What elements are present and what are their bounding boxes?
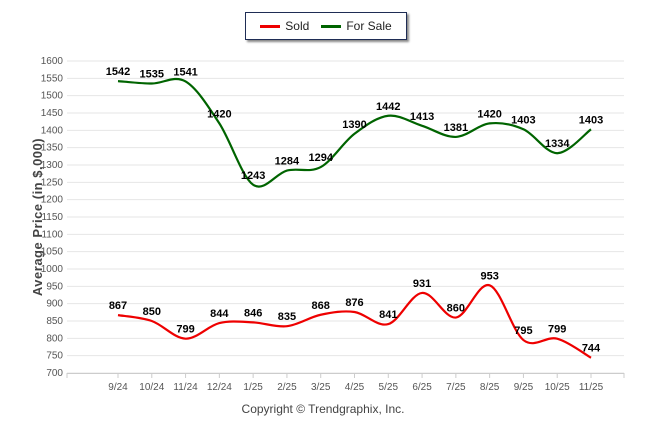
data-label-sold: 744 (582, 343, 601, 355)
y-tick-label: 1350 (41, 143, 64, 154)
data-label-sold: 795 (514, 325, 532, 337)
y-tick-label: 1150 (41, 212, 63, 223)
x-tick-label: 10/25 (545, 382, 570, 393)
y-tick-label: 700 (46, 368, 63, 379)
x-tick-label: 3/25 (311, 382, 331, 393)
data-label-for-sale: 1294 (308, 152, 333, 164)
y-tick-label: 1550 (41, 73, 64, 84)
x-tick-label: 11/25 (579, 382, 604, 393)
data-label-sold: 867 (109, 300, 127, 312)
legend-label-sold: Sold (285, 19, 310, 33)
x-tick-label: 12/24 (207, 382, 232, 393)
data-label-sold: 799 (176, 324, 194, 336)
y-tick-label: 1250 (41, 177, 64, 188)
data-label-for-sale: 1334 (545, 138, 570, 150)
data-label-for-sale: 1413 (410, 111, 434, 123)
x-tick-label: 1/25 (243, 382, 263, 393)
y-tick-label: 1200 (41, 195, 64, 206)
legend-swatch-for-sale (321, 24, 342, 28)
data-label-sold: 931 (413, 278, 431, 290)
y-tick-label: 1100 (41, 229, 63, 240)
y-tick-label: 750 (46, 351, 63, 362)
data-label-sold: 876 (345, 297, 363, 309)
y-tick-label: 950 (46, 281, 63, 292)
data-label-for-sale: 1420 (477, 108, 501, 120)
y-tick-label: 1450 (41, 108, 64, 119)
data-label-sold: 850 (143, 306, 161, 318)
legend-item-for-sale[interactable]: For Sale (321, 19, 392, 33)
data-label-sold: 860 (447, 303, 465, 315)
data-label-for-sale: 1542 (106, 66, 130, 78)
data-label-for-sale: 1390 (342, 119, 366, 131)
y-tick-label: 850 (46, 316, 63, 327)
y-tick-label: 900 (46, 299, 63, 310)
legend-item-sold[interactable]: Sold (260, 19, 309, 33)
x-tick-label: 10/24 (139, 382, 164, 393)
data-label-for-sale: 1403 (579, 114, 603, 126)
data-label-sold: 953 (480, 270, 498, 282)
y-tick-label: 1050 (41, 247, 64, 258)
x-tick-label: 8/25 (480, 382, 500, 393)
x-tick-label: 5/25 (379, 382, 399, 393)
y-tick-label: 1500 (41, 91, 64, 102)
y-tick-label: 1000 (41, 264, 64, 275)
x-tick-label: 9/25 (514, 382, 534, 393)
data-label-for-sale: 1535 (140, 69, 164, 81)
data-label-sold: 799 (548, 324, 566, 336)
x-tick-label: 9/24 (108, 382, 128, 393)
data-label-for-sale: 1381 (444, 122, 468, 134)
y-tick-label: 800 (46, 333, 63, 344)
y-tick-label: 1300 (41, 160, 64, 171)
data-label-for-sale: 1420 (207, 108, 231, 120)
data-label-for-sale: 1541 (173, 66, 197, 78)
legend-swatch-sold (260, 24, 281, 28)
x-tick-label: 6/25 (412, 382, 432, 393)
data-label-for-sale: 1284 (275, 156, 300, 168)
data-label-for-sale: 1403 (511, 114, 535, 126)
y-tick-label: 1400 (41, 125, 64, 136)
data-label-for-sale: 1442 (376, 101, 400, 113)
data-label-sold: 846 (244, 307, 262, 319)
data-label-sold: 841 (379, 309, 397, 321)
x-tick-label: 2/25 (277, 382, 297, 393)
y-axis-label: Average Price (in $,000) (30, 138, 45, 296)
series-line-sold (117, 284, 592, 359)
chart-legend: Sold For Sale (245, 12, 407, 40)
data-label-sold: 868 (312, 300, 330, 312)
legend-label-for-sale: For Sale (346, 19, 392, 33)
x-tick-label: 7/25 (446, 382, 466, 393)
y-tick-label: 1600 (41, 56, 64, 67)
data-label-sold: 844 (210, 308, 229, 320)
data-label-sold: 835 (278, 311, 296, 323)
series-line-for-sale (117, 77, 592, 188)
x-tick-label: 11/24 (173, 382, 198, 393)
copyright-footer: Copyright © Trendgraphix, Inc. (241, 402, 405, 416)
x-tick-label: 4/25 (345, 382, 365, 393)
data-label-for-sale: 1243 (241, 170, 265, 182)
